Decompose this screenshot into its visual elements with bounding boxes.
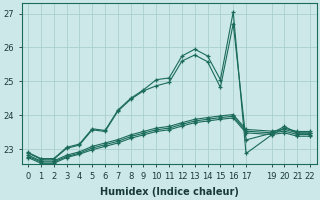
X-axis label: Humidex (Indice chaleur): Humidex (Indice chaleur) bbox=[100, 187, 239, 197]
